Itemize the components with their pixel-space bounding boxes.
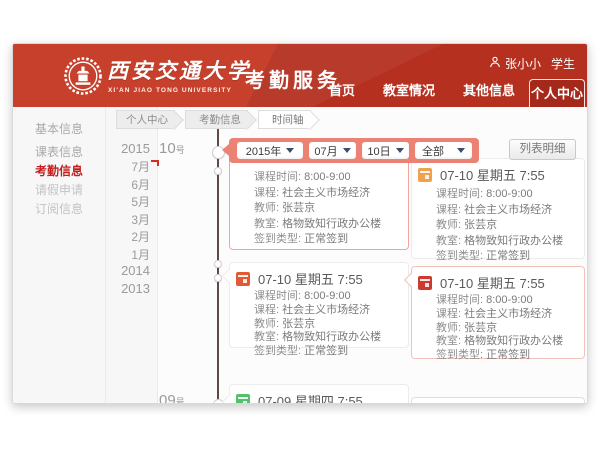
year-dropdown[interactable]: 2015年 bbox=[237, 142, 303, 159]
timeline-node[interactable] bbox=[214, 260, 222, 268]
type-dropdown[interactable]: 全部 bbox=[415, 142, 472, 159]
timeline-node[interactable] bbox=[214, 167, 222, 175]
breadcrumb-personal-center[interactable]: 个人中心 bbox=[116, 110, 175, 129]
filter-bar: 2015年 07月 10日 全部 bbox=[222, 138, 479, 163]
rail-year-2013[interactable]: 2013 bbox=[121, 281, 150, 296]
user-info[interactable]: 张小小 学生 bbox=[489, 55, 575, 72]
sidebar-item-schedule-info[interactable]: 课表信息 bbox=[34, 145, 83, 159]
attendance-card[interactable]: 07-10 星期五 7:55 课程时间: 8:00-9:00 课程: 社会主义市… bbox=[403, 266, 585, 361]
attendance-card[interactable]: 07-10 星期五 7:55 课程时间: 8:00-9:00 课程: 社会主义市… bbox=[221, 262, 409, 357]
card-title: 07-10 星期五 7:55 bbox=[440, 276, 545, 291]
header-diagonal-decor bbox=[13, 44, 278, 107]
sidebar-item-basic-info[interactable]: 基本信息 bbox=[34, 122, 83, 136]
person-icon bbox=[489, 56, 501, 71]
attendance-card-partial[interactable] bbox=[411, 397, 585, 403]
user-role: 学生 bbox=[550, 57, 575, 71]
sidebar-item-attendance-info[interactable]: 考勤信息 bbox=[34, 164, 83, 178]
date-rail: 2015 7月 6月 5月 3月 2月 1月 2014 2013 bbox=[106, 107, 159, 403]
rail-month-2[interactable]: 2月 bbox=[131, 230, 150, 244]
sidebar-item-leave-request[interactable]: 请假申请 bbox=[34, 183, 83, 197]
day-label-09: 09号 bbox=[159, 392, 185, 404]
calendar-icon bbox=[236, 393, 250, 403]
rail-month-7[interactable]: 7月 bbox=[131, 160, 150, 174]
nav-item-classrooms[interactable]: 教室情况 bbox=[382, 83, 435, 98]
rail-month-1[interactable]: 1月 bbox=[131, 248, 150, 262]
breadcrumb-timeline[interactable]: 时间轴 bbox=[258, 110, 311, 129]
attendance-card[interactable]: 07-09 星期四 7:55 bbox=[221, 384, 409, 404]
app-header: 西安交通大学 XI'AN JIAO TONG UNIVERSITY 考勤服务 张… bbox=[13, 44, 587, 107]
dropdown-arrow-icon bbox=[286, 148, 295, 157]
current-month-marker bbox=[151, 160, 159, 166]
month-dropdown[interactable]: 07月 bbox=[309, 142, 356, 159]
nav-tab-personal-center[interactable]: 个人中心 bbox=[529, 79, 585, 107]
dropdown-arrow-icon bbox=[342, 148, 351, 157]
user-name: 张小小 bbox=[504, 57, 541, 71]
attendance-card-selected[interactable]: 课程时间: 8:00-9:00 课程: 社会主义市场经济 教师: 张芸京 教室:… bbox=[229, 149, 409, 250]
timeline-node[interactable] bbox=[214, 274, 222, 282]
day-dropdown[interactable]: 10日 bbox=[362, 142, 409, 159]
sidebar-item-subscription-info[interactable]: 订阅信息 bbox=[34, 202, 83, 216]
breadcrumb: 个人中心 考勤信息 时间轴 bbox=[116, 110, 321, 129]
calendar-icon bbox=[418, 167, 432, 182]
nav-item-other-info[interactable]: 其他信息 bbox=[462, 83, 515, 98]
calendar-icon bbox=[418, 275, 432, 290]
page-body: 基本信息 课表信息 考勤信息 请假申请 订阅信息 2015 7月 6月 5月 3… bbox=[13, 107, 587, 403]
attendance-card[interactable]: 07-10 星期五 7:55 课程时间: 8:00-9:00 课程: 社会主义市… bbox=[411, 158, 585, 262]
rail-month-3[interactable]: 3月 bbox=[131, 213, 150, 227]
card-title: 07-10 星期五 7:55 bbox=[440, 168, 545, 183]
rail-year-2015[interactable]: 2015 bbox=[121, 141, 150, 156]
card-title: 07-09 星期四 7:55 bbox=[258, 394, 363, 404]
sidebar: 基本信息 课表信息 考勤信息 请假申请 订阅信息 bbox=[13, 107, 106, 403]
rail-month-6[interactable]: 6月 bbox=[131, 178, 150, 192]
dropdown-arrow-icon bbox=[395, 148, 404, 157]
university-name-cn: 西安交通大学 bbox=[107, 58, 251, 83]
top-nav: 首页 教室情况 其他信息 个人中心 bbox=[315, 78, 585, 107]
app-title: 考勤服务 bbox=[245, 70, 341, 92]
list-detail-button[interactable]: 列表明细 bbox=[509, 139, 576, 160]
nav-item-home[interactable]: 首页 bbox=[328, 83, 355, 98]
xjtu-emblem-icon bbox=[63, 56, 103, 101]
card-title: 07-10 星期五 7:55 bbox=[258, 272, 363, 287]
dropdown-arrow-icon bbox=[457, 148, 465, 157]
day-label-10: 10号 bbox=[159, 140, 185, 157]
rail-month-5[interactable]: 5月 bbox=[131, 195, 150, 209]
app-window: 西安交通大学 XI'AN JIAO TONG UNIVERSITY 考勤服务 张… bbox=[12, 43, 588, 404]
breadcrumb-attendance-info[interactable]: 考勤信息 bbox=[185, 110, 248, 129]
university-name-en: XI'AN JIAO TONG UNIVERSITY bbox=[108, 87, 232, 94]
rail-year-2014[interactable]: 2014 bbox=[121, 263, 150, 278]
calendar-icon bbox=[236, 271, 250, 286]
